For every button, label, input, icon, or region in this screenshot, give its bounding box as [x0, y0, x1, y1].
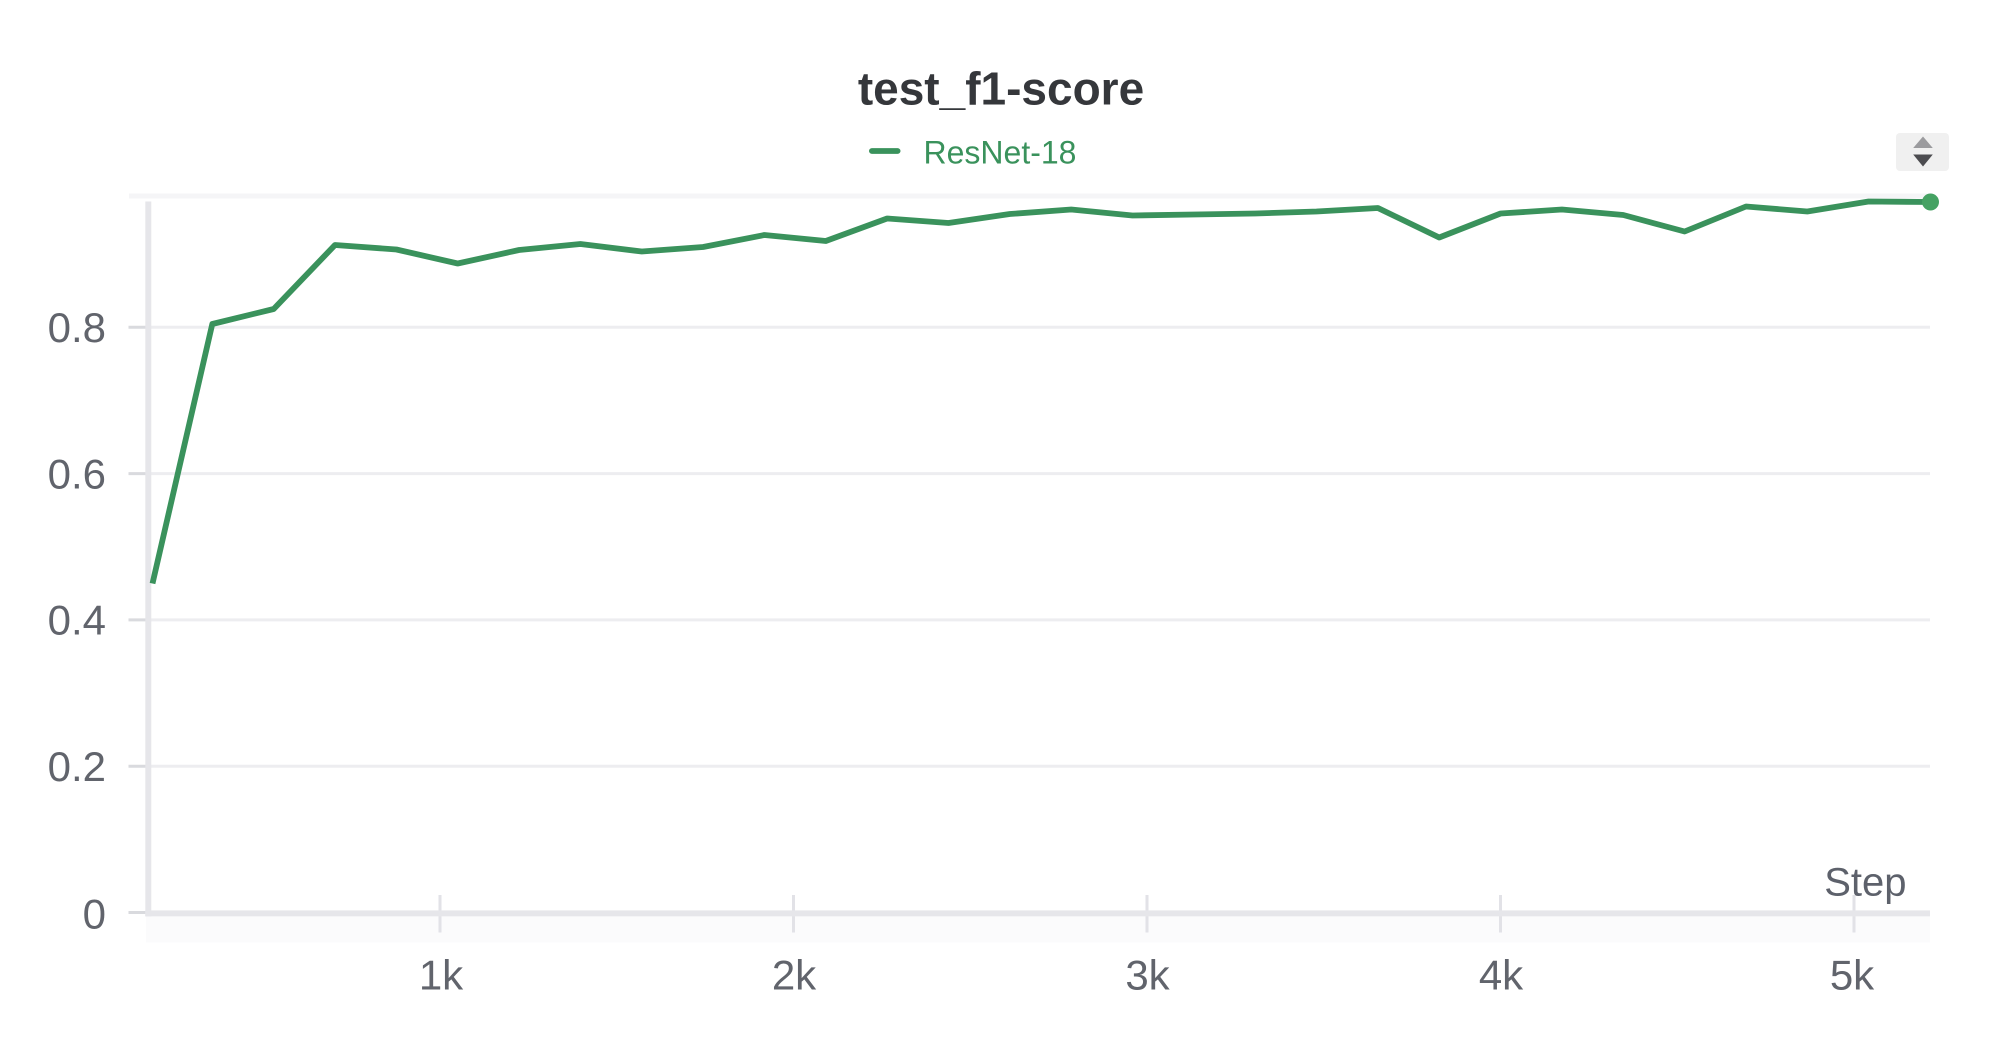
svg-text:2k: 2k [772, 952, 817, 999]
svg-text:0.4: 0.4 [48, 597, 106, 644]
svg-text:1k: 1k [419, 952, 464, 999]
svg-text:0.2: 0.2 [48, 743, 106, 790]
svg-text:3k: 3k [1125, 952, 1170, 999]
svg-text:0.6: 0.6 [48, 450, 106, 497]
svg-text:Step: Step [1824, 861, 1906, 905]
svg-text:5k: 5k [1830, 952, 1875, 999]
svg-text:test_f1-score: test_f1-score [858, 63, 1144, 115]
svg-text:ResNet-18: ResNet-18 [924, 135, 1077, 171]
svg-text:0: 0 [83, 891, 106, 938]
svg-text:0.8: 0.8 [48, 304, 106, 351]
svg-text:4k: 4k [1479, 952, 1524, 999]
